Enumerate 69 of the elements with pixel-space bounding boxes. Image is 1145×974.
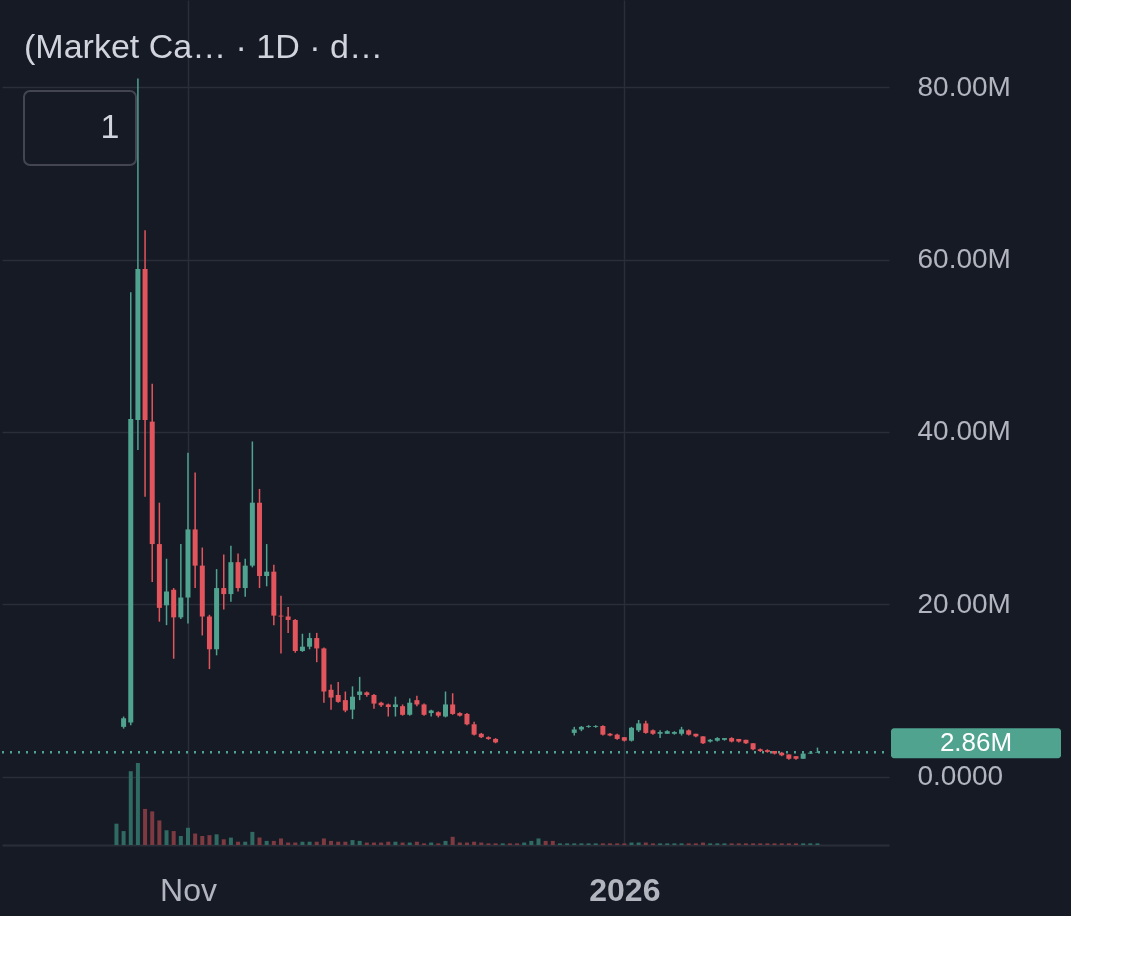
bar — [450, 836, 455, 845]
bar — [185, 827, 190, 845]
bar — [300, 841, 305, 845]
bar — [221, 839, 226, 845]
bar — [343, 841, 348, 845]
candlestick — [450, 692, 456, 716]
candlestick — [350, 685, 356, 720]
y-tick-label: 20.00M — [917, 587, 1011, 619]
bar — [214, 834, 219, 845]
bar — [336, 841, 341, 845]
candlestick — [242, 557, 248, 598]
bar — [164, 830, 169, 845]
candlestick — [443, 690, 448, 719]
candlestick — [299, 633, 305, 653]
candlestick — [392, 695, 398, 718]
ref-line-label: 2.86M — [939, 727, 1013, 758]
bar — [121, 831, 126, 845]
bar — [529, 840, 534, 845]
bar — [550, 840, 555, 845]
candlestick — [278, 595, 284, 655]
candlestick — [164, 557, 170, 626]
bar — [314, 841, 319, 845]
bar — [386, 841, 391, 845]
y-tick-label: 40.00M — [917, 415, 1011, 447]
x-tick-label: 2026 — [589, 871, 661, 908]
annotation: 1 — [100, 107, 120, 145]
x-tick-label: Nov — [160, 871, 217, 908]
bar — [243, 841, 248, 845]
candlestick — [264, 543, 270, 588]
bar — [228, 837, 233, 845]
bar — [443, 840, 448, 845]
bar — [128, 771, 133, 845]
bar — [200, 835, 205, 845]
bar — [171, 831, 176, 845]
bar — [264, 840, 269, 845]
candlestick — [657, 729, 663, 739]
bar — [393, 841, 398, 845]
bar — [114, 823, 119, 845]
bar — [536, 838, 541, 845]
bar — [278, 838, 283, 845]
bar — [250, 831, 255, 845]
bar — [357, 840, 362, 845]
y-tick-label: 80.00M — [917, 70, 1011, 102]
y-tick-label: 60.00M — [917, 243, 1011, 275]
bar — [307, 841, 312, 845]
bar — [414, 841, 419, 845]
bar — [321, 838, 326, 845]
bar — [472, 841, 477, 845]
bar — [193, 833, 198, 845]
y-tick-label: 0.0000 — [917, 760, 1004, 792]
bar — [350, 840, 355, 845]
bar — [157, 820, 162, 845]
candlestick — [335, 681, 341, 704]
bar — [150, 811, 155, 845]
bar — [329, 840, 334, 845]
bar — [543, 840, 548, 845]
bar — [143, 808, 148, 845]
bar — [207, 835, 212, 845]
bar — [135, 763, 140, 845]
candlestick — [178, 543, 184, 620]
bar — [257, 837, 262, 845]
text: (Market Ca… · 1D · d… — [24, 27, 383, 65]
bar — [236, 841, 241, 845]
candlestick — [221, 553, 227, 611]
bar — [178, 835, 183, 845]
candlestick — [328, 683, 334, 711]
bar — [271, 840, 276, 845]
candlestick — [314, 632, 320, 663]
candlestick — [342, 690, 348, 713]
